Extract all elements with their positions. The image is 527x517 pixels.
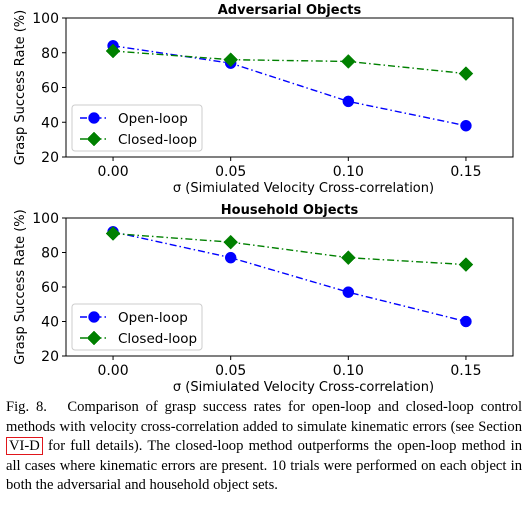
y-tick-label: 60 — [41, 81, 59, 97]
y-tick-label: 40 — [41, 115, 59, 131]
y-axis-label: Grasp Success Rate (%) — [13, 209, 28, 364]
y-tick-label: 100 — [32, 11, 59, 27]
caption-text-end: for full details). The closed-loop metho… — [6, 438, 522, 494]
y-tick-label: 40 — [41, 315, 59, 331]
data-point — [458, 257, 474, 272]
y-tick-label: 80 — [41, 46, 59, 62]
y-tick-label: 20 — [41, 150, 59, 166]
data-point — [105, 226, 121, 241]
data-point — [342, 286, 355, 298]
legend-label: Closed-loop — [118, 132, 197, 148]
chart-panel-1: Adversarial Objects 20 40 60 80 100 0.00 0.05 0.… — [13, 3, 514, 196]
x-axis-label: σ (Simiulated Velocity Cross-correlation… — [173, 181, 434, 196]
x-tick-label: 0.15 — [450, 363, 481, 379]
figure-caption: Fig. 8. Comparison of grasp success rate… — [6, 398, 522, 496]
x-tick-label: 0.00 — [97, 363, 128, 379]
legend-marker — [88, 112, 100, 124]
x-tick-label: 0.05 — [215, 164, 246, 180]
caption-text-start: Comparison of grasp success rates for op… — [6, 399, 522, 435]
y-tick-label: 100 — [32, 211, 59, 227]
y-axis-label: Grasp Success Rate (%) — [13, 10, 28, 165]
section-reference-link[interactable]: VI-D — [6, 437, 43, 456]
chart-title: Household Objects — [221, 203, 359, 218]
y-tick-label: 60 — [41, 280, 59, 296]
data-point — [340, 54, 356, 69]
y-tick-label: 80 — [41, 246, 59, 262]
series-line — [112, 45, 467, 127]
data-point — [458, 66, 474, 81]
legend-marker — [86, 131, 102, 147]
data-point — [342, 95, 355, 108]
data-point — [224, 251, 237, 264]
legend-label: Open-loop — [118, 111, 188, 127]
legend-label: Open-loop — [118, 310, 188, 326]
series-line — [113, 232, 466, 266]
legend: Open-loop Closed-loop — [71, 303, 203, 351]
x-tick-label: 0.10 — [333, 363, 364, 379]
y-tick-label: 20 — [41, 349, 59, 365]
plot-frame — [65, 217, 514, 357]
legend-marker — [86, 330, 102, 346]
plot-frame — [65, 17, 514, 158]
x-axis-label: σ (Simiulated Velocity Cross-correlation… — [173, 380, 434, 395]
data-point — [223, 52, 239, 68]
legend-label: Closed-loop — [118, 331, 197, 347]
data-point — [105, 43, 121, 59]
x-tick-label: 0.10 — [333, 164, 364, 180]
legend-marker — [88, 311, 100, 323]
data-point — [460, 315, 472, 328]
x-tick-label: 0.15 — [450, 164, 481, 180]
series-closed-loop — [105, 226, 474, 272]
series-closed-loop — [105, 43, 474, 81]
caption-label: Fig. 8. — [6, 399, 47, 415]
chart-title: Adversarial Objects — [218, 3, 362, 18]
data-point — [223, 234, 239, 250]
chart-panel-2: Household Objects 20 40 60 80 100 0.00 0.05 0.10… — [13, 203, 514, 395]
x-tick-label: 0.05 — [215, 363, 246, 379]
data-point — [340, 250, 356, 266]
x-tick-label: 0.00 — [97, 164, 128, 180]
series-line — [112, 231, 467, 323]
data-point — [460, 119, 472, 132]
series-line — [113, 50, 467, 75]
legend: Open-loop Closed-loop — [71, 104, 203, 152]
figure: Adversarial Objects 20 40 60 80 100 0.00 0.05 0.… — [13, 3, 514, 395]
